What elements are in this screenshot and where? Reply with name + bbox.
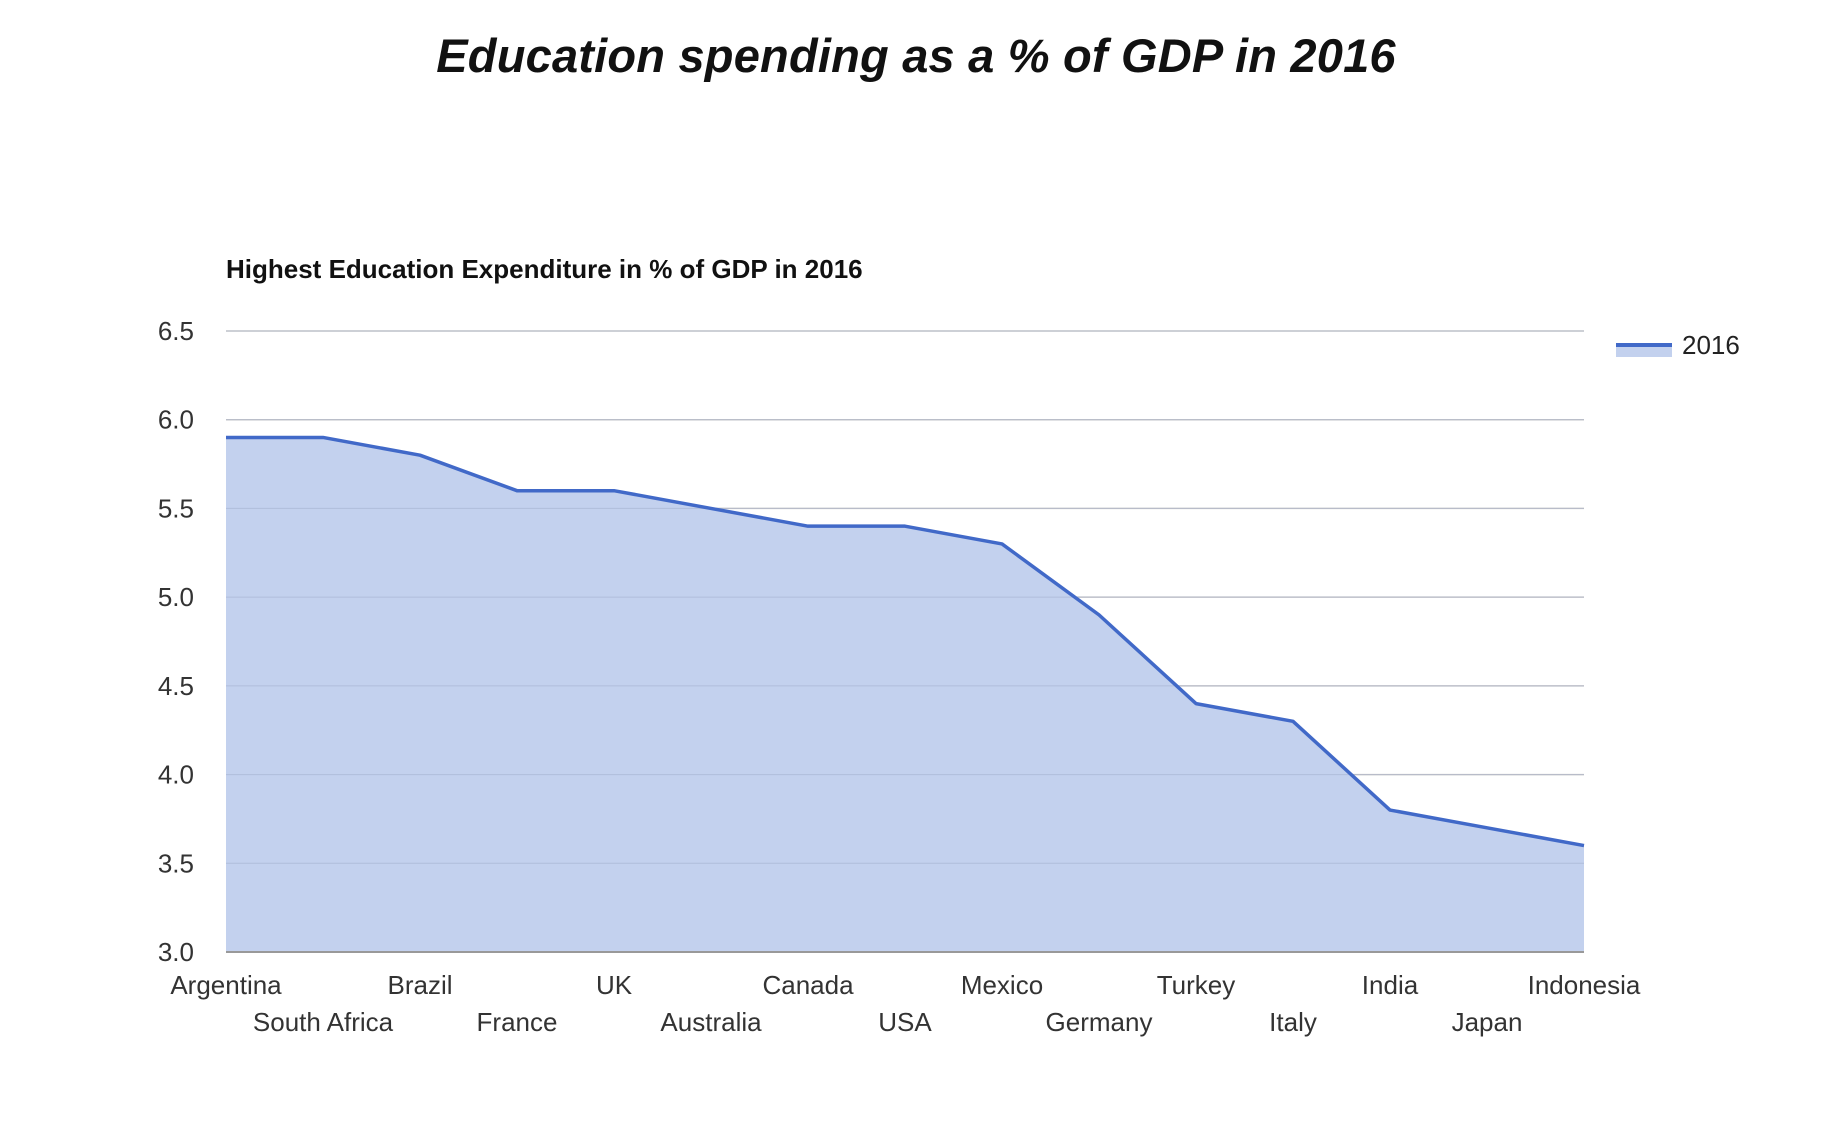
page-title: Education spending as a % of GDP in 2016 bbox=[436, 29, 1396, 82]
x-tick-label: Argentina bbox=[170, 970, 282, 1000]
legend-swatch-area bbox=[1616, 345, 1672, 357]
y-tick-label: 6.0 bbox=[158, 405, 194, 435]
x-axis-ticks: Argentina South Africa Brazil France UK Austr… bbox=[170, 970, 1641, 1037]
x-tick-label: India bbox=[1362, 970, 1419, 1000]
x-tick-label: Indonesia bbox=[1528, 970, 1641, 1000]
y-tick-label: 5.5 bbox=[158, 493, 194, 523]
y-tick-label: 5.0 bbox=[158, 582, 194, 612]
x-tick-label: Mexico bbox=[961, 970, 1043, 1000]
x-tick-label: Japan bbox=[1452, 1007, 1523, 1037]
y-axis-ticks: 3.0 3.5 4.0 4.5 5.0 5.5 6.0 6.5 bbox=[158, 316, 194, 967]
x-tick-label: UK bbox=[596, 970, 633, 1000]
x-tick-label: France bbox=[477, 1007, 558, 1037]
y-tick-label: 4.5 bbox=[158, 671, 194, 701]
y-tick-label: 3.5 bbox=[158, 848, 194, 878]
x-tick-label: South Africa bbox=[253, 1007, 394, 1037]
x-tick-label: Brazil bbox=[387, 970, 452, 1000]
y-tick-label: 6.5 bbox=[158, 316, 194, 346]
x-tick-label: Canada bbox=[762, 970, 854, 1000]
series-area-fill-2016 bbox=[226, 437, 1584, 953]
x-tick-label: Italy bbox=[1269, 1007, 1317, 1037]
legend: 2016 bbox=[1616, 330, 1740, 360]
x-tick-label: USA bbox=[878, 1007, 932, 1037]
series-area bbox=[225, 330, 1585, 953]
y-tick-label: 4.0 bbox=[158, 760, 194, 790]
legend-label-2016: 2016 bbox=[1682, 330, 1740, 360]
chart-title: Highest Education Expenditure in % of GD… bbox=[226, 254, 863, 284]
y-tick-label: 3.0 bbox=[158, 937, 194, 967]
x-tick-label: Germany bbox=[1046, 1007, 1153, 1037]
x-tick-label: Australia bbox=[660, 1007, 762, 1037]
x-tick-label: Turkey bbox=[1157, 970, 1236, 1000]
